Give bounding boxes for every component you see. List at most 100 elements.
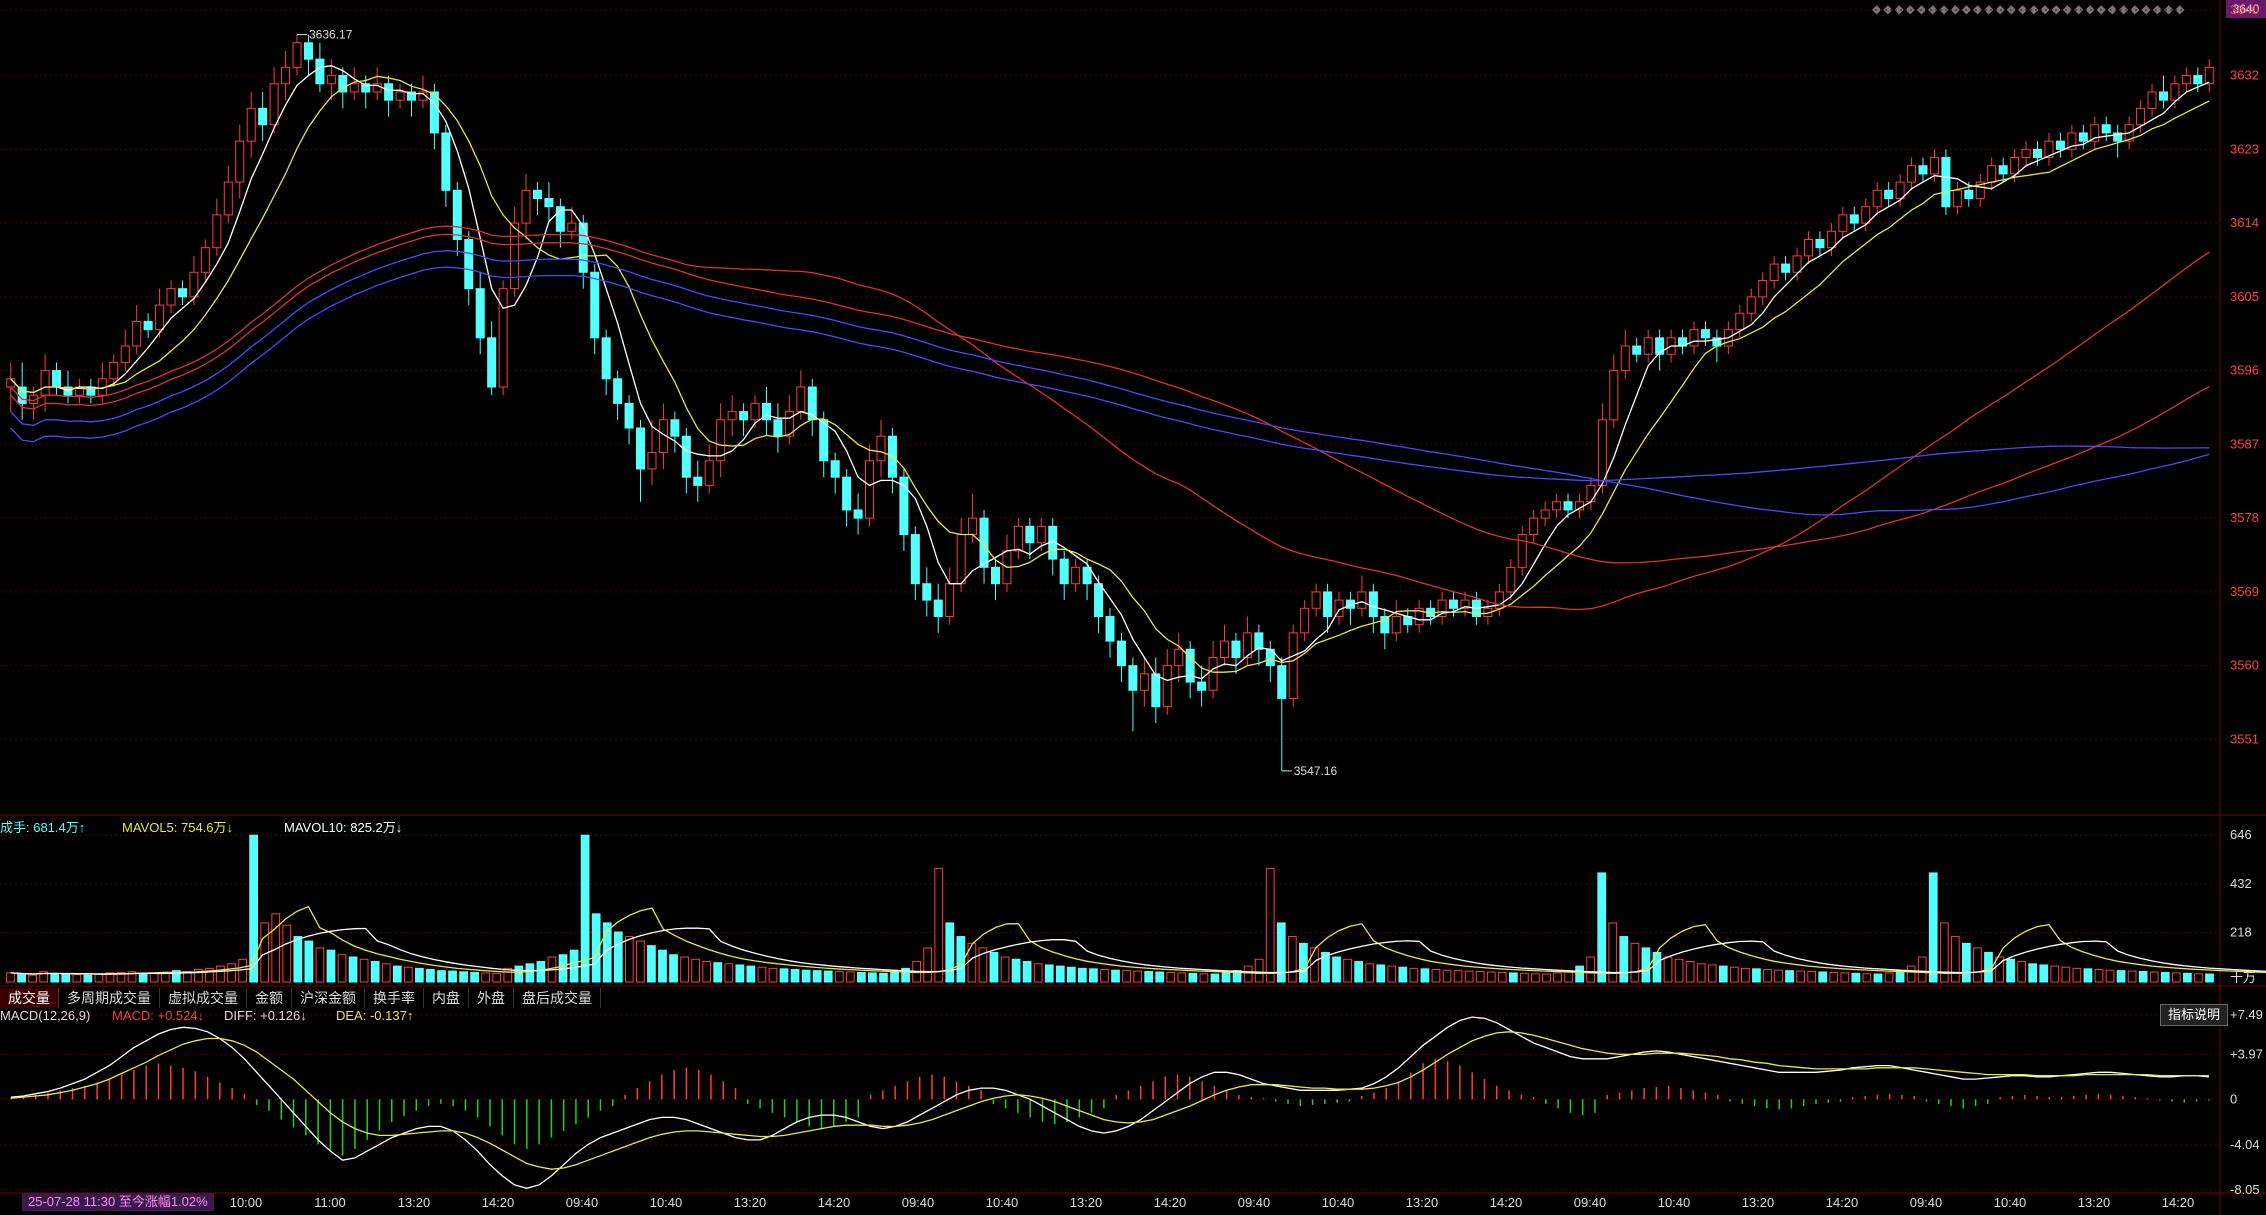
candle-body bbox=[1025, 525, 1035, 544]
candle-body bbox=[132, 320, 142, 347]
volume-bar bbox=[1122, 970, 1131, 983]
volume-bar bbox=[1254, 958, 1264, 983]
candle-body bbox=[1254, 632, 1264, 650]
volume-bar bbox=[1962, 942, 1971, 983]
candle-body bbox=[1506, 566, 1516, 593]
volume-bar bbox=[1431, 969, 1441, 983]
time-tick-label: 14:20 bbox=[2162, 1195, 2195, 1210]
volume-bar bbox=[1420, 968, 1430, 983]
candle-body bbox=[532, 189, 542, 200]
volume-bar bbox=[1575, 965, 1584, 983]
indicator-tab[interactable]: 盘后成交量 bbox=[514, 988, 601, 1008]
volume-bar bbox=[2072, 967, 2082, 983]
candle-body bbox=[2010, 157, 2020, 175]
candle-body bbox=[1139, 673, 1149, 691]
candle-body bbox=[1803, 238, 1814, 257]
candle-body bbox=[681, 435, 691, 478]
volume-bar bbox=[1840, 972, 1850, 983]
volume-bar bbox=[934, 867, 944, 983]
price-tick-label: 3632 bbox=[2230, 68, 2259, 83]
candle-body bbox=[555, 206, 565, 232]
candle-body bbox=[1609, 370, 1619, 421]
candle-body bbox=[761, 402, 771, 421]
volume-bar bbox=[757, 966, 767, 983]
candle-body bbox=[395, 91, 405, 101]
macd-tick-label: +7.49 bbox=[2230, 1007, 2263, 1022]
volume-bar bbox=[2017, 961, 2026, 983]
macd-legend: DIFF: +0.126↓ bbox=[224, 1008, 307, 1023]
indicator-help-button[interactable]: 指标说明 bbox=[2160, 1004, 2228, 1026]
volume-bar bbox=[1354, 961, 1363, 983]
volume-bar bbox=[1531, 973, 1540, 983]
candle-body bbox=[1975, 181, 1985, 200]
toolbar-dots[interactable]: ◆◆◆◆◆◆◆◆◆◆◆◆◆◆◆◆◆◆◆◆◆◆◆◆◆◆◆◆ bbox=[1872, 2, 2187, 16]
indicator-tab[interactable]: 金额 bbox=[247, 988, 292, 1008]
volume-bar bbox=[415, 967, 424, 983]
volume-bar bbox=[1155, 971, 1165, 983]
time-tick-label: 09:40 bbox=[1574, 1195, 1607, 1210]
candle-body bbox=[1861, 206, 1871, 224]
candle-body bbox=[636, 427, 646, 470]
candle-body bbox=[1242, 632, 1252, 658]
indicator-tab[interactable]: 虚拟成交量 bbox=[160, 988, 247, 1008]
candle-body bbox=[384, 83, 394, 101]
candle-body bbox=[441, 132, 451, 191]
candle-body bbox=[1013, 525, 1023, 552]
candle-body bbox=[1449, 599, 1459, 609]
volume-bar bbox=[801, 969, 811, 983]
candle-body bbox=[2170, 83, 2180, 101]
time-tick-label: 10:40 bbox=[1994, 1195, 2027, 1210]
price-tick-label: 3560 bbox=[2230, 658, 2259, 673]
candle-body bbox=[1105, 615, 1115, 642]
candle-body bbox=[807, 386, 817, 421]
indicator-tab[interactable]: 沪深金额 bbox=[292, 988, 365, 1008]
volume-bar bbox=[2205, 973, 2214, 983]
candle-body bbox=[155, 304, 165, 331]
indicator-tab[interactable]: 内盘 bbox=[424, 988, 469, 1008]
candle-body bbox=[1323, 591, 1333, 617]
volume-bar bbox=[39, 971, 49, 983]
indicator-tab[interactable]: 外盘 bbox=[469, 988, 514, 1008]
indicator-tab-bar: 成交量 多周期成交量 虚拟成交量 金额 沪深金额 换手率 内盘 外盘 盘后成交量 bbox=[0, 988, 601, 1008]
volume-bar bbox=[1221, 972, 1231, 983]
volume-bar bbox=[1674, 958, 1684, 983]
indicator-tab[interactable]: 换手率 bbox=[365, 988, 424, 1008]
candle-body bbox=[842, 476, 852, 511]
volume-tick-label: 218 bbox=[2230, 924, 2252, 939]
candle-body bbox=[177, 288, 187, 298]
volume-bar bbox=[370, 961, 380, 983]
price-tick-label: 3614 bbox=[2230, 215, 2259, 230]
candle-body bbox=[567, 222, 577, 232]
volume-bar bbox=[713, 962, 723, 983]
candle-body bbox=[2113, 132, 2123, 142]
volume-bar bbox=[2183, 972, 2192, 983]
time-tick-label: 09:40 bbox=[1238, 1195, 1271, 1210]
candle-body bbox=[200, 247, 210, 273]
volume-bar bbox=[1796, 970, 1805, 983]
indicator-tab[interactable]: 多周期成交量 bbox=[59, 988, 160, 1008]
macd-legend: MACD: +0.524↓ bbox=[112, 1008, 204, 1023]
candle-body bbox=[2147, 91, 2157, 109]
candle-body bbox=[2181, 75, 2191, 85]
candle-body bbox=[1849, 214, 1859, 224]
time-tick-label: 14:20 bbox=[818, 1195, 851, 1210]
candle-body bbox=[1597, 419, 1607, 486]
candle-body bbox=[1998, 165, 2008, 175]
volume-bar bbox=[1630, 942, 1640, 983]
volume-bar bbox=[1111, 969, 1120, 983]
indicator-tab[interactable]: 成交量 bbox=[0, 988, 59, 1008]
price-tick-label: 3587 bbox=[2230, 436, 2259, 451]
candle-body bbox=[819, 419, 829, 462]
time-tick-label: 09:40 bbox=[566, 1195, 599, 1210]
candle-body bbox=[1918, 165, 1928, 175]
volume-bar bbox=[1741, 967, 1750, 983]
candle-body bbox=[1059, 558, 1069, 585]
diff-line bbox=[11, 1016, 2209, 1189]
volume-bar bbox=[149, 972, 159, 983]
volume-bar bbox=[83, 974, 93, 983]
volume-bar bbox=[238, 958, 247, 983]
candle-body bbox=[235, 140, 245, 183]
volume-bar bbox=[1707, 964, 1717, 983]
candle-body bbox=[406, 91, 417, 101]
